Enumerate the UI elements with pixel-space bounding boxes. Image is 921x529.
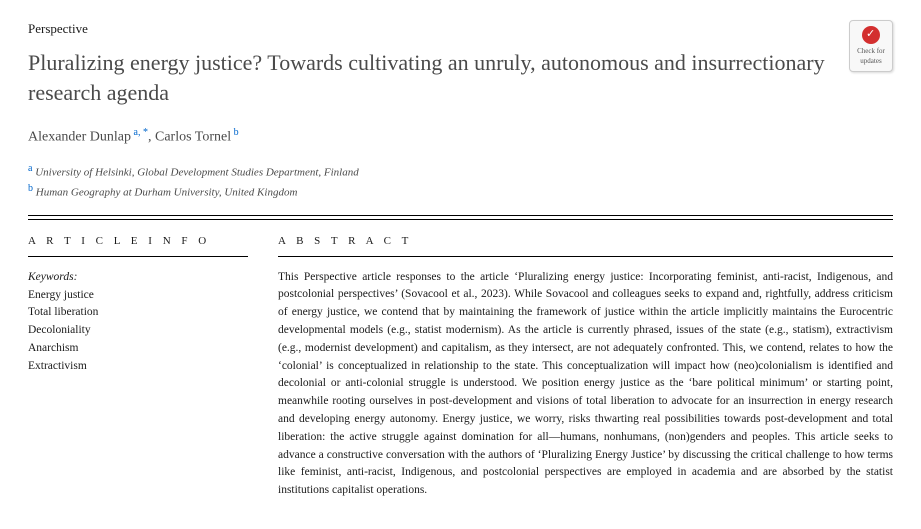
author-sup: b	[231, 127, 239, 138]
check-updates-icon	[862, 26, 880, 44]
article-type-label: Perspective	[28, 20, 849, 38]
keywords-label: Keywords:	[28, 269, 248, 285]
keyword: Decoloniality	[28, 322, 248, 340]
author-list: Alexander Dunlap a, *, Carlos Tornel b	[28, 126, 893, 147]
article-info-column: A R T I C L E I N F O Keywords: Energy j…	[28, 220, 278, 500]
keyword: Anarchism	[28, 340, 248, 358]
article-info-heading: A R T I C L E I N F O	[28, 234, 248, 256]
article-title: Pluralizing energy justice? Towards cult…	[28, 48, 849, 107]
author-sup: a, *	[131, 127, 148, 138]
abstract-column: A B S T R A C T This Perspective article…	[278, 220, 893, 500]
author-name[interactable]: Alexander Dunlap	[28, 129, 131, 144]
keyword: Energy justice	[28, 287, 248, 305]
abstract-text: This Perspective article responses to th…	[278, 269, 893, 501]
author-name[interactable]: Carlos Tornel	[155, 129, 231, 144]
divider	[28, 215, 893, 216]
check-updates-badge[interactable]: Check for updates	[849, 20, 893, 72]
abstract-heading: A B S T R A C T	[278, 234, 893, 256]
keyword: Extractivism	[28, 358, 248, 376]
badge-text-1: Check for	[857, 47, 885, 57]
badge-text-2: updates	[860, 57, 881, 67]
keyword: Total liberation	[28, 304, 248, 322]
affiliation: a University of Helsinki, Global Develop…	[28, 161, 893, 181]
affiliation: b Human Geography at Durham University, …	[28, 181, 893, 201]
